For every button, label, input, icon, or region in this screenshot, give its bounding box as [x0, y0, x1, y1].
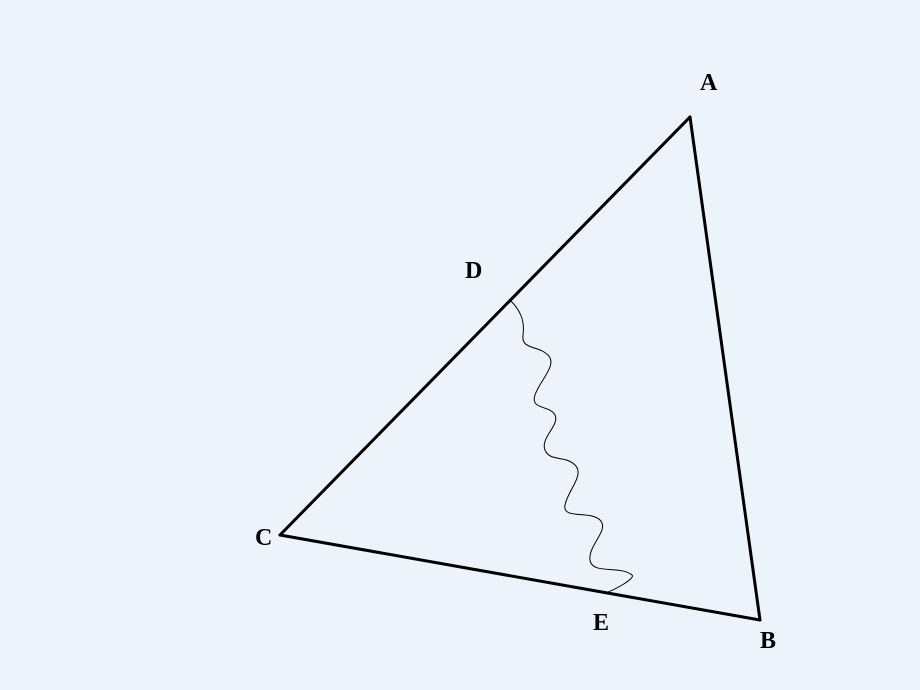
label-D: D	[465, 258, 482, 285]
label-A: A	[700, 70, 717, 97]
background	[0, 0, 920, 690]
label-C: C	[255, 525, 272, 552]
label-E: E	[593, 610, 609, 637]
label-B: B	[760, 628, 776, 655]
geometry-diagram	[0, 0, 920, 690]
